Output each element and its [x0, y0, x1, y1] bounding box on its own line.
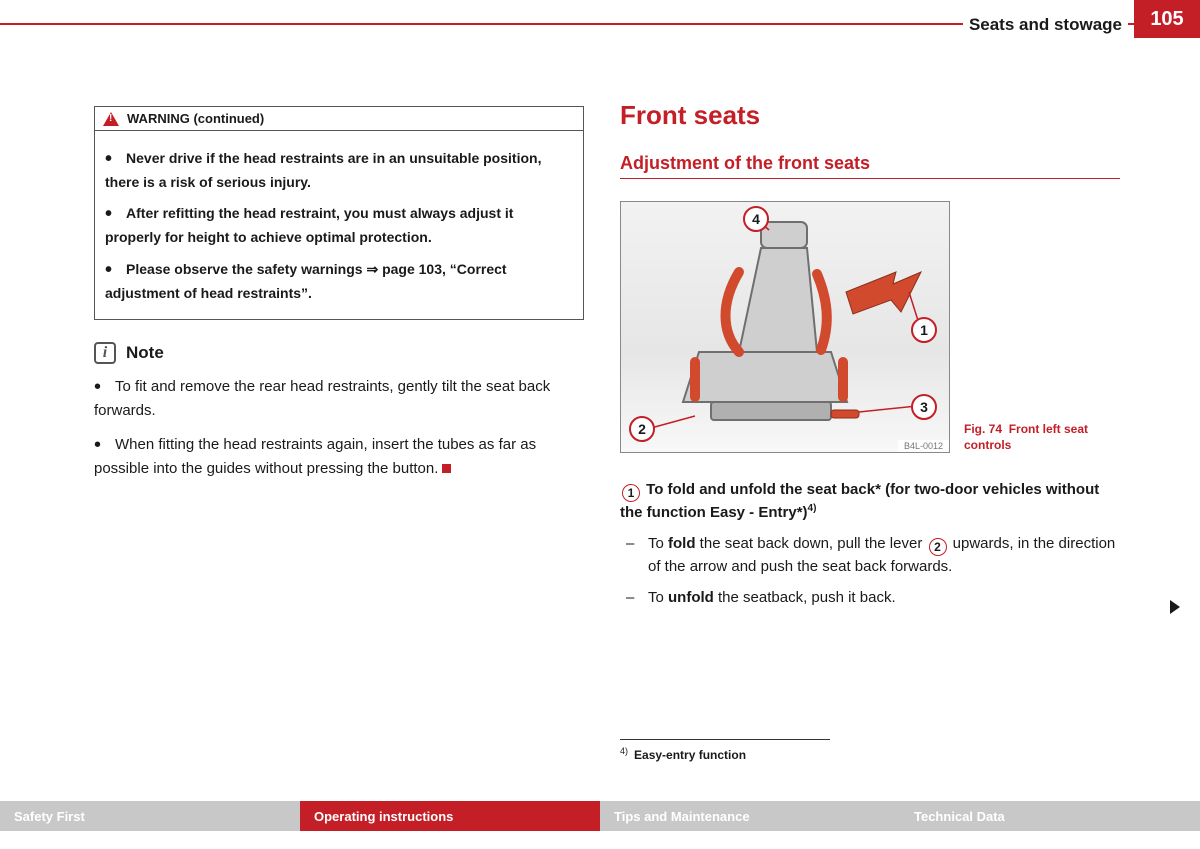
- figure-seat-controls: 4 1 3 2 B4L-0012: [620, 201, 950, 453]
- instruction-step: To unfold the seatback, push it back.: [620, 587, 1120, 610]
- callout-circle: 3: [911, 394, 937, 420]
- inline-callout-circle: 1: [622, 484, 640, 502]
- continued-arrow-icon: [1170, 600, 1180, 614]
- nav-safety-first[interactable]: Safety First: [0, 801, 300, 831]
- section-end-marker-icon: [442, 464, 451, 473]
- heading-1: Front seats: [620, 100, 1120, 131]
- note-title: Note: [126, 343, 164, 363]
- note-bullet: To fit and remove the rear head restrain…: [94, 370, 584, 423]
- warning-box: WARNING (continued) Never drive if the h…: [94, 106, 584, 320]
- note-bullet: When fitting the head restraints again, …: [94, 428, 584, 481]
- warning-triangle-icon: [103, 112, 119, 126]
- figure-image-id: B4L-0012: [898, 440, 949, 452]
- footnote-separator: [620, 739, 830, 740]
- seat-illustration: [621, 202, 950, 453]
- warning-header: WARNING (continued): [127, 111, 264, 126]
- warning-bullet: Please observe the safety warnings ⇒ pag…: [105, 254, 573, 303]
- instruction-step: To fold the seat back down, pull the lev…: [620, 533, 1120, 579]
- nav-tips-maintenance[interactable]: Tips and Maintenance: [600, 801, 900, 831]
- callout-circle: 1: [911, 317, 937, 343]
- step-heading: 1 To fold and unfold the seat back* (for…: [620, 479, 1120, 523]
- section-title: Seats and stowage: [963, 15, 1128, 35]
- inline-callout-circle: 2: [929, 538, 947, 556]
- warning-bullet: Never drive if the head restraints are i…: [105, 143, 573, 192]
- page-number: 105: [1134, 0, 1200, 38]
- callout-circle: 2: [629, 416, 655, 442]
- callout-circle: 4: [743, 206, 769, 232]
- footnote: 4)Easy-entry function: [620, 746, 1120, 762]
- nav-operating-instructions[interactable]: Operating instructions: [300, 801, 600, 831]
- info-icon: i: [94, 342, 116, 364]
- figure-caption: Fig. 74 Front left seat controls: [964, 421, 1094, 453]
- bottom-nav: Safety First Operating instructions Tips…: [0, 801, 1200, 831]
- heading-2: Adjustment of the front seats: [620, 153, 1120, 179]
- nav-technical-data[interactable]: Technical Data: [900, 801, 1200, 831]
- warning-bullet: After refitting the head restraint, you …: [105, 198, 573, 247]
